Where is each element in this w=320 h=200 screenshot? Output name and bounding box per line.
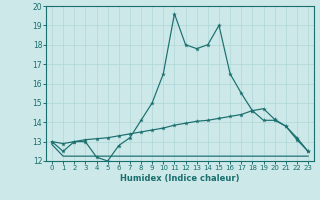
X-axis label: Humidex (Indice chaleur): Humidex (Indice chaleur) <box>120 174 240 183</box>
